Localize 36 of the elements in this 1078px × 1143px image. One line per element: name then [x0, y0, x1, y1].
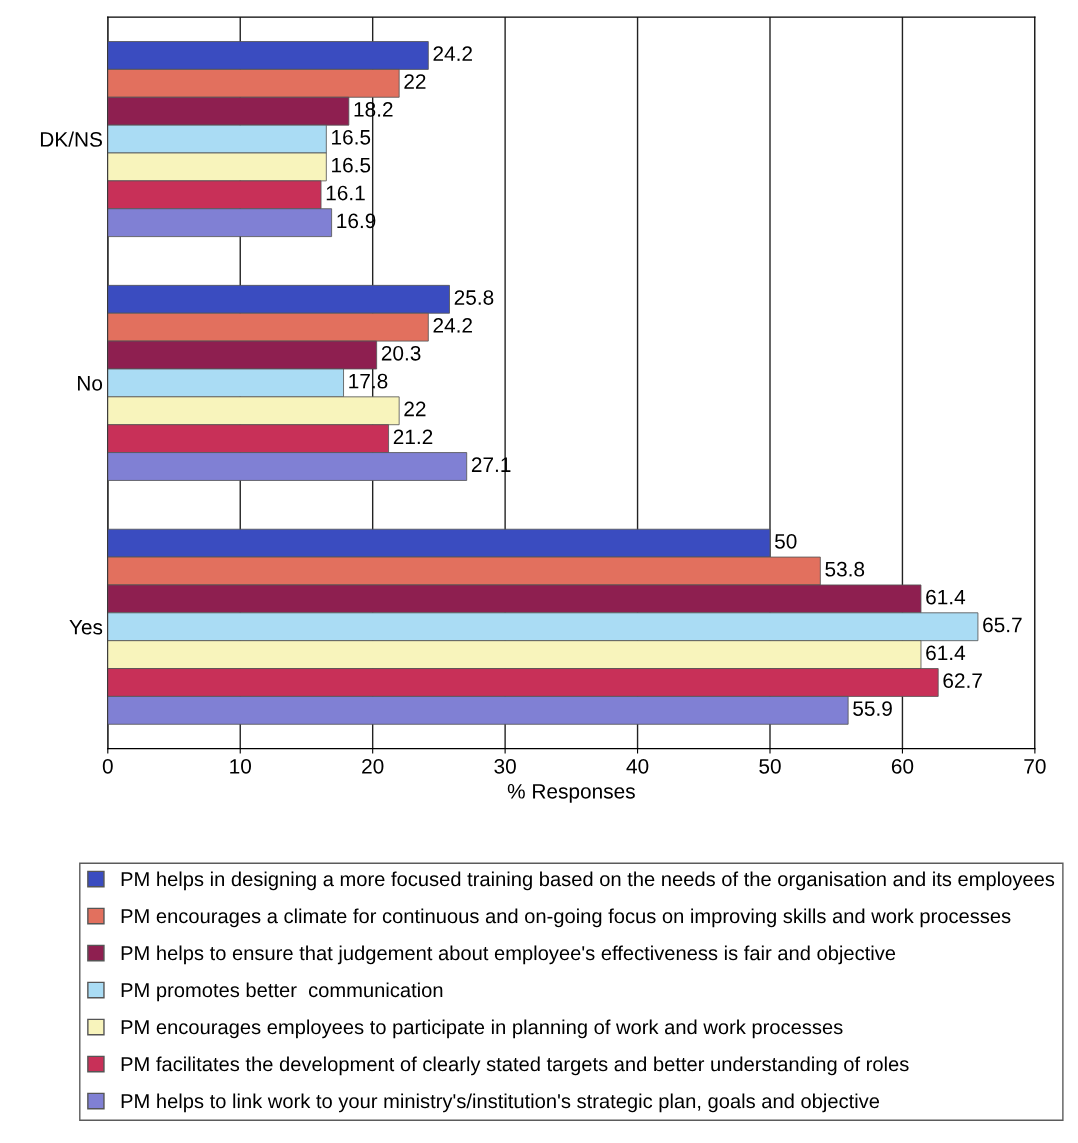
y-tick-label: Yes	[69, 619, 103, 635]
data-label: 20.3	[381, 345, 421, 361]
y-tick-label: No	[78, 376, 103, 391]
data-label: 21.2	[393, 429, 433, 445]
x-tick-label: 60	[891, 758, 914, 774]
x-tick-label: 10	[230, 758, 252, 774]
legend-label: PM encourages employees to participate in planning of work and work processes	[121, 1019, 843, 1039]
data-label: 22	[404, 74, 426, 89]
data-label: 16.1	[326, 185, 365, 201]
x-axis-title: % Responses	[507, 784, 635, 803]
data-label: 55.9	[853, 701, 892, 716]
data-label: 61.4	[926, 645, 966, 661]
data-label: 16.5	[332, 157, 371, 173]
data-label: 16.5	[332, 129, 371, 145]
data-label: 61.4	[926, 589, 966, 605]
data-label: 24.2	[433, 46, 472, 61]
x-tick-label: 40	[626, 758, 649, 774]
data-label: 25.8	[454, 290, 494, 305]
legend-label: PM promotes better communication	[121, 982, 443, 1002]
x-tick-label: 50	[759, 758, 781, 774]
data-label: 22	[404, 401, 426, 417]
legend-label: PM helps to link work to your ministry's/institution's strategic plan, goals and objective	[121, 1093, 880, 1113]
data-label: 53.8	[825, 561, 865, 577]
y-tick-label: DK/NS	[40, 131, 102, 147]
x-tick-label: 70	[1024, 758, 1046, 774]
legend-label: PM encourages a climate for continuous and on-going focus on improving skills and work processes	[121, 908, 1011, 928]
data-label: 62.7	[943, 673, 982, 689]
legend-label: PM facilitates the development of clearly stated targets and better understanding of roles	[121, 1056, 909, 1076]
data-label: 65.7	[983, 617, 1022, 633]
legend-label: PM helps in designing a more focused training based on the needs of the organisation and its employees	[121, 871, 1055, 891]
legend-label: PM helps to ensure that judgement about employee's effectiveness is fair and objective	[121, 945, 896, 965]
x-tick-label: 20	[362, 758, 384, 774]
x-tick-label: 30	[494, 758, 516, 774]
x-tick-label: 0	[102, 758, 113, 774]
data-label: 24.2	[433, 318, 472, 333]
data-label: 50	[775, 533, 797, 549]
